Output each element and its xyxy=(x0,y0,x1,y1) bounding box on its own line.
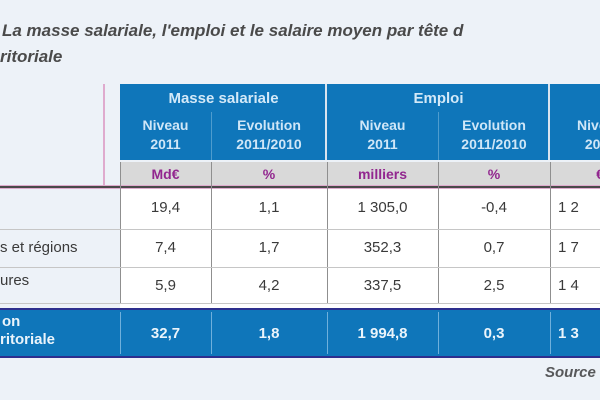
table-cell: 4,2 xyxy=(258,277,280,294)
unit-mdeuro: Md€ xyxy=(151,166,180,182)
subheader-line: Niveau xyxy=(142,117,189,133)
table-cell: 0,7 xyxy=(483,239,505,256)
unit-euro: € xyxy=(596,166,600,182)
subheader-line: Niveau xyxy=(359,117,406,133)
total-cell: 1 994,8 xyxy=(357,325,408,342)
subheader-line: 2011 xyxy=(150,136,181,152)
table-cell: 1 305,0 xyxy=(357,199,408,216)
header-subcolumn-divider xyxy=(211,112,212,160)
subheader-emploi-niveau: Niveau 2011 xyxy=(327,116,438,154)
figure-title-line2: ritoriale xyxy=(0,47,63,66)
total-row-divider xyxy=(120,312,121,354)
total-cell: 1 3 xyxy=(558,325,579,342)
units-row-background xyxy=(120,162,600,186)
column-gridline xyxy=(550,162,551,303)
table-cell: 1 7 xyxy=(558,239,579,256)
row-label: s et régions xyxy=(0,239,78,256)
header-group-divider xyxy=(548,84,550,160)
figure-title-line1: La masse salariale, l'emploi et le salai… xyxy=(2,21,464,40)
table-left-frame-line xyxy=(103,84,105,189)
table-cell: 1,7 xyxy=(258,239,280,256)
row-gridline xyxy=(0,229,600,230)
total-row-divider xyxy=(438,312,439,354)
total-cell: 1,8 xyxy=(258,325,280,342)
table-cell: 1,1 xyxy=(258,199,280,216)
total-row-label-line1: on xyxy=(2,313,21,330)
row-label: ures xyxy=(0,272,30,289)
total-row-divider xyxy=(211,312,212,354)
table-cell: 337,5 xyxy=(363,277,402,294)
subheader-line: Evolution xyxy=(237,117,301,133)
units-separator-accent xyxy=(0,188,600,189)
table-cell: 352,3 xyxy=(363,239,402,256)
subheader-masse-evolution: Evolution 2011/2010 xyxy=(211,116,327,154)
row-gridline xyxy=(0,303,600,304)
table-cell: 2,5 xyxy=(483,277,505,294)
subheader-masse-niveau: Niveau 2011 xyxy=(120,116,211,154)
total-row-background xyxy=(0,308,600,358)
column-gridline xyxy=(327,162,328,303)
total-cell: 32,7 xyxy=(150,325,181,342)
header-group-divider xyxy=(325,84,327,160)
subheader-third-niveau: Niveau 2011 xyxy=(550,116,600,154)
table-header-background xyxy=(120,84,600,160)
unit-percent: % xyxy=(487,166,501,182)
subheader-line: 2011 xyxy=(367,136,398,152)
subheader-line: Evolution xyxy=(462,117,526,133)
column-gridline xyxy=(211,162,212,303)
units-separator-line xyxy=(0,186,600,188)
subheader-line: 2011/2010 xyxy=(461,136,527,152)
table-cell: 7,4 xyxy=(155,239,176,256)
column-group-masse-salariale: Masse salariale xyxy=(168,90,279,107)
units-separator-accent xyxy=(0,185,600,186)
total-row-divider xyxy=(550,312,551,354)
data-area-background xyxy=(120,189,600,308)
total-cell: 0,3 xyxy=(483,325,505,342)
column-group-emploi: Emploi xyxy=(413,90,464,107)
table-cell: 1 2 xyxy=(558,199,579,216)
source-note: Source xyxy=(545,364,596,381)
table-cell: 19,4 xyxy=(150,199,181,216)
table-cell: 5,9 xyxy=(155,277,176,294)
unit-percent: % xyxy=(262,166,276,182)
subheader-line: Niveau xyxy=(577,117,600,133)
unit-milliers: milliers xyxy=(357,166,408,182)
total-row-label-line2: ritoriale xyxy=(0,331,56,348)
table-cell: 1 4 xyxy=(558,277,579,294)
table-cell: -0,4 xyxy=(481,199,507,216)
subheader-line: 2011 xyxy=(584,136,600,152)
column-gridline xyxy=(438,162,439,303)
column-gridline xyxy=(120,162,121,303)
total-row-divider xyxy=(327,312,328,354)
header-subcolumn-divider xyxy=(438,112,439,160)
subheader-emploi-evolution: Evolution 2011/2010 xyxy=(438,116,550,154)
subheader-line: 2011/2010 xyxy=(236,136,302,152)
row-gridline xyxy=(0,267,600,268)
